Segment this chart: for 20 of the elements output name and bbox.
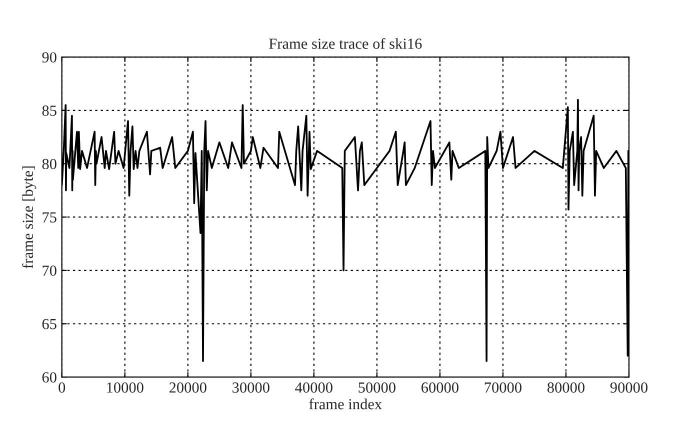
x-tick-label: 90000 [610,382,648,393]
x-tick-label: 60000 [421,382,458,393]
chart-title: Frame size trace of ski16 [269,38,422,49]
x-tick-label: 50000 [358,382,396,393]
x-tick-label: 70000 [484,382,522,393]
x-tick-label: 30000 [232,382,270,393]
y-tick-label: 60 [42,372,56,383]
x-tick-label: 80000 [547,382,584,393]
x-tick-label: 20000 [169,382,206,393]
y-tick-label: 85 [42,106,56,116]
y-tick-label: 75 [42,212,56,223]
y-axis-title: frame size [byte] [22,166,36,268]
y-tick-label: 70 [42,266,56,276]
x-axis-title: frame index [309,398,382,410]
y-tick-label: 90 [42,52,56,63]
x-tick-label: 0 [58,382,66,393]
x-tick-label: 10000 [107,382,144,393]
y-tick-label: 65 [42,318,56,330]
x-tick-label: 40000 [295,382,332,393]
y-tick-label: 80 [42,158,56,170]
